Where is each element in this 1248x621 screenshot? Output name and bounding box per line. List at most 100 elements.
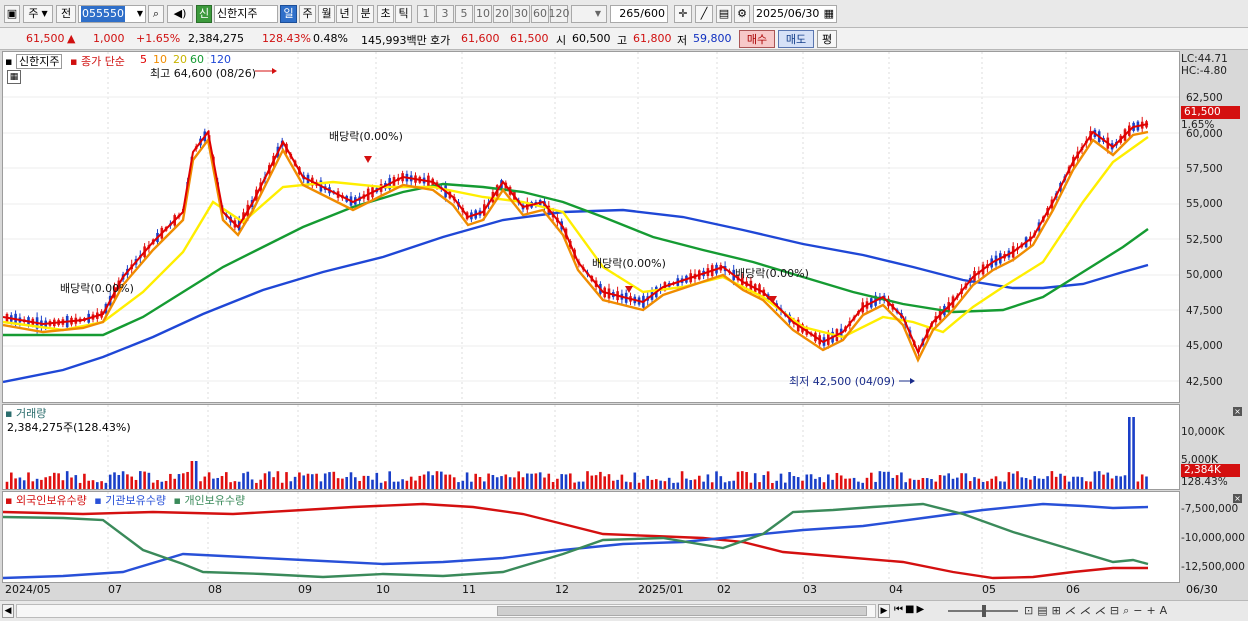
playback-controls[interactable]: ⏮■▶ [894,604,926,615]
volume-bar [1063,475,1067,489]
volume-bar [276,471,280,489]
search-icon[interactable]: ⌕ [148,5,164,23]
speaker-icon[interactable]: ◀) [167,5,193,23]
interval-button[interactable]: 30 [512,5,530,23]
interval-button[interactable]: 20 [493,5,511,23]
period-tab[interactable]: 월 [318,5,335,23]
volume-bar [57,473,60,489]
table-icon[interactable]: ▦ [7,70,21,84]
save-icon[interactable]: ▤ [716,5,732,23]
scrollbar-track[interactable] [16,604,876,618]
min-price-label: 최저 42,500 (04/09) [789,375,896,388]
trend-icon[interactable]: ⋌ [1079,604,1095,617]
period-tab[interactable]: 틱 [395,5,412,23]
zoom-slider[interactable] [948,605,1018,617]
volume-chart-canvas[interactable] [3,405,1179,489]
price-chart-canvas[interactable] [3,52,1179,402]
interval-button[interactable]: 10 [474,5,492,23]
scrollbar-thumb[interactable] [497,606,867,616]
volume-bar [775,480,778,489]
calendar-icon: ▦ [823,7,834,20]
prev-button[interactable]: 전 [56,5,76,23]
volume-bar [22,480,26,489]
volume-bar [1072,476,1075,489]
window-icon[interactable]: ▣ [4,5,20,23]
volume-bar [792,476,796,489]
volume-bar [1007,472,1011,489]
zoom-search-icon[interactable]: ⌕ [1123,604,1134,617]
volume-bar [199,481,202,489]
close-icon[interactable]: × [1233,494,1242,503]
volume-bar [220,476,224,489]
interval-button[interactable]: 5 [455,5,473,23]
holding-chart-canvas[interactable] [3,492,1179,582]
play-icon[interactable]: ▶ [916,604,927,615]
eval-button[interactable]: 평 [817,30,837,48]
line-tool-icon[interactable]: ╱ [695,5,713,23]
volume-bar [938,475,942,489]
volume-bar [861,482,864,489]
font-size-icon[interactable]: A [1159,604,1172,617]
interval-button[interactable]: 120 [549,5,570,23]
crosshair-icon[interactable]: ✛ [674,5,692,23]
close-icon[interactable]: × [1233,407,1242,416]
grid-icon[interactable]: ⊞ [1051,604,1065,617]
volume-bar [521,477,525,489]
volume-bar [474,473,477,489]
interval-button[interactable]: 3 [436,5,454,23]
volume-bar [190,461,194,489]
volume-bar [689,480,692,489]
zoom-in-icon[interactable]: + [1146,604,1160,617]
volume-bar [513,477,516,489]
ma-period-120: 120 [210,53,231,66]
gear-icon[interactable]: ⚙ [734,5,750,23]
buy-button[interactable]: 매수 [739,30,775,48]
volume-bar [289,481,293,489]
legend-marker: ▪ [5,494,16,507]
volume-bar [964,473,968,489]
chevron-down-icon: ▼ [136,9,143,18]
interval-button[interactable]: 60 [531,5,549,23]
stop-icon[interactable]: ■ [905,604,917,615]
interval-button[interactable]: 1 [417,5,435,23]
period-tab[interactable]: 년 [336,5,353,23]
interval-input[interactable]: ▼ [571,5,607,23]
holding-panel[interactable] [2,491,1180,583]
volume-bar [1020,477,1024,489]
high-value: 61,800 [633,32,672,45]
volume-bar [91,480,95,489]
chevron-down-icon: ▼ [594,9,602,18]
period-tab[interactable]: 분 [357,5,374,23]
zoom-out-icon[interactable]: − [1133,604,1147,617]
volume-bar [263,473,267,489]
volume-bar [491,475,495,489]
volume-bar [151,482,155,489]
period-tab[interactable]: 일 [280,5,297,23]
volume-bar [242,473,245,489]
stock-code-input[interactable]: 055550 ▼ [78,5,146,23]
draw-icon[interactable]: ⋌ [1064,604,1080,617]
volume-bar [362,475,366,489]
period-tab[interactable]: 주 [299,5,316,23]
rewind-icon[interactable]: ⏮ [894,604,905,615]
fibo-icon[interactable]: ⊟ [1109,604,1124,617]
sell-button[interactable]: 매도 [778,30,814,48]
volume-bar [182,473,185,489]
period-tab[interactable]: 초 [377,5,394,23]
high-label: 고 [617,34,628,47]
scroll-left-icon[interactable]: ◀ [2,604,14,618]
chart-type-icon[interactable]: ⊡ [1024,604,1038,617]
pattern-icon[interactable]: ⋌ [1094,604,1110,617]
volume-bar [814,478,817,489]
zoom-slider-handle[interactable] [982,605,986,617]
count-input[interactable]: 265/600 [610,5,668,23]
market-type-select[interactable]: 주 ▼ [23,5,53,23]
chart-tools[interactable]: ⊡▤⊞⋌⋌⋌⊟⌕−+A [1024,604,1171,618]
volume-bar [1054,476,1058,489]
scroll-right-icon[interactable]: ▶ [878,604,890,618]
date-label: 08 [208,583,222,596]
date-input[interactable]: 2025/06/30 ▦ [753,5,837,23]
layout-icon[interactable]: ▤ [1037,604,1052,617]
stock-name-field[interactable]: 신한지주 [214,5,278,23]
